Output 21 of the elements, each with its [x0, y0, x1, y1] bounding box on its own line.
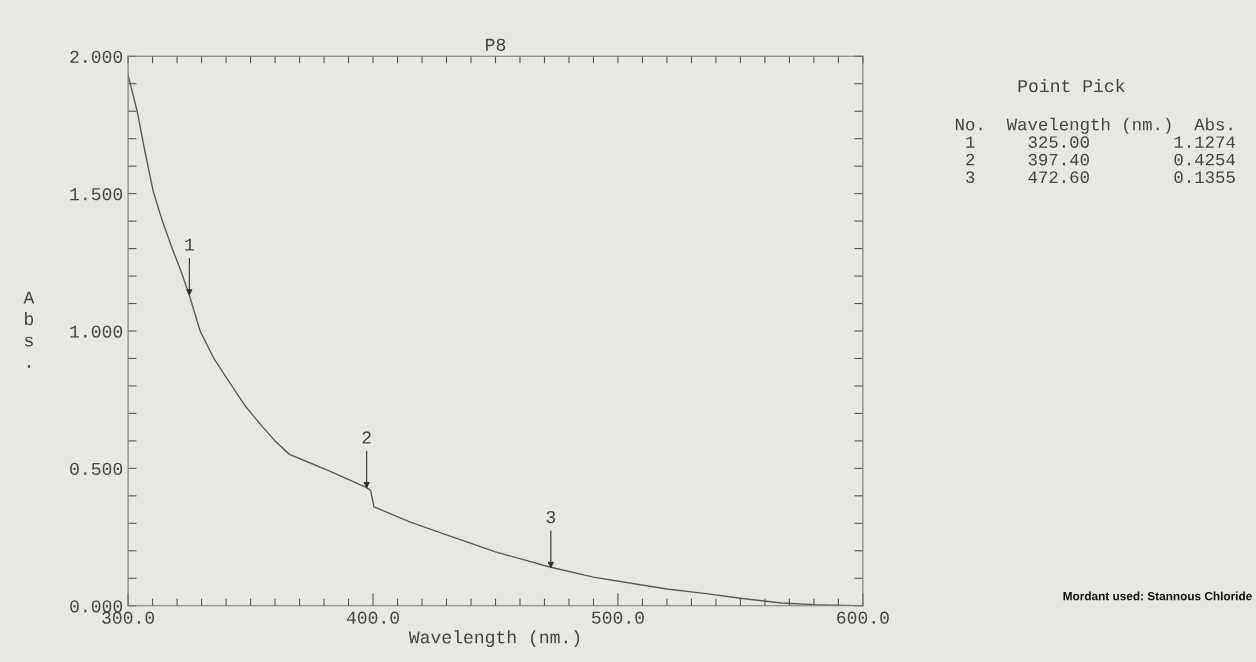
- x-tick-label: 400.0: [346, 611, 400, 624]
- annotation: 2: [362, 431, 371, 444]
- x-tick-label: 300.0: [102, 611, 155, 624]
- text: 3 472.60 0.1355: [966, 171, 1235, 184]
- text: No. Wavelength (nm.) Abs.: [955, 117, 1232, 134]
- chart-title: P8: [486, 38, 506, 51]
- y-tick-label: 1.500: [70, 188, 123, 201]
- text: Mordant used: Stannous Chloride: [1063, 591, 1252, 601]
- text: Point Pick: [1018, 78, 1125, 93]
- y-tick-label: 0.500: [70, 462, 123, 476]
- y-tick-label: 1.000: [70, 325, 123, 338]
- text: 2 397.40 0.4254: [966, 153, 1235, 166]
- annotation: 3: [546, 511, 556, 524]
- y-tick-label: 2.000: [70, 50, 123, 63]
- y-tick-label: 0.000: [70, 600, 123, 613]
- y-axis-title: Abs.: [23, 291, 35, 368]
- x-tick-label: 500.0: [591, 611, 644, 624]
- annotation: 1: [185, 238, 194, 251]
- x-axis-title: Wavelength (nm.): [408, 630, 580, 648]
- text: 1 325.00 1.1274: [966, 136, 1235, 148]
- x-tick-label: 600.0: [837, 611, 889, 624]
